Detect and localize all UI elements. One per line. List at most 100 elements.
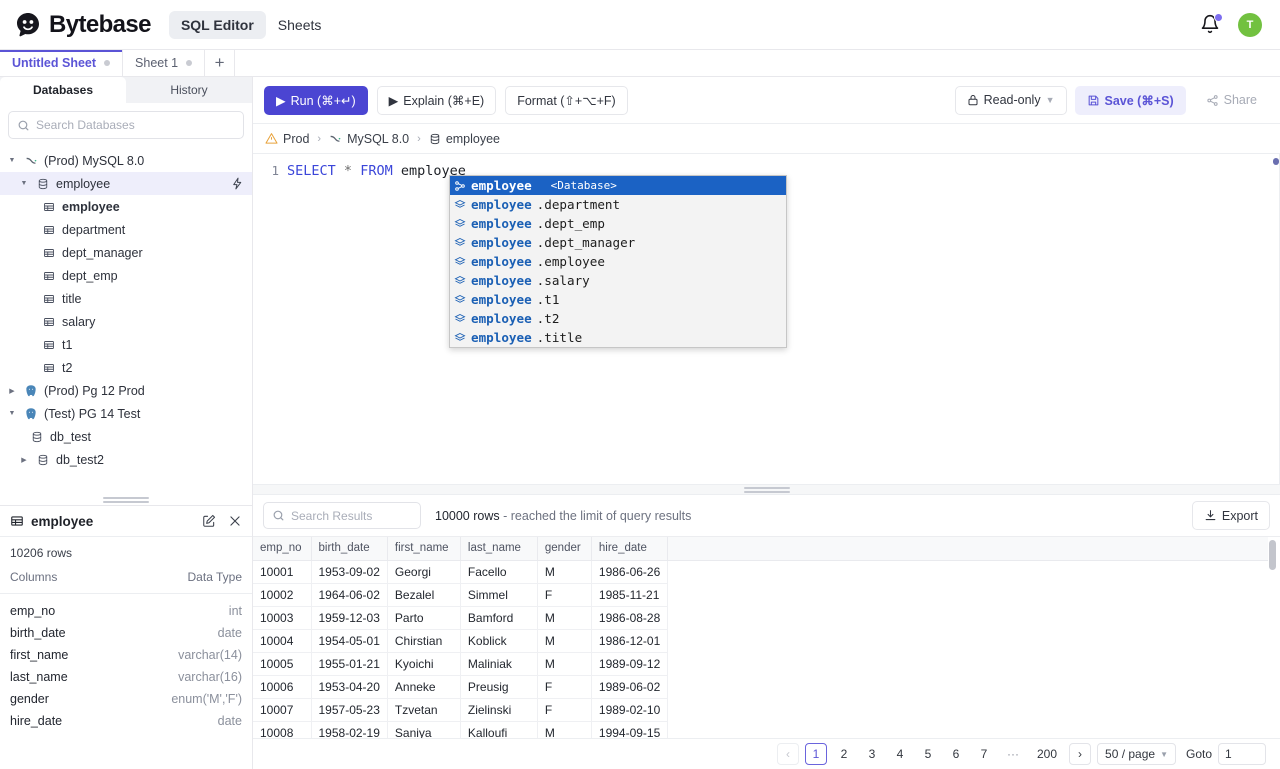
breadcrumb-environment[interactable]: Prod [265, 132, 309, 146]
cell-first-name[interactable]: Georgi [387, 560, 461, 584]
share-button[interactable]: Share [1193, 85, 1269, 115]
search-results-box[interactable] [263, 502, 421, 529]
cell-gender[interactable]: M [537, 721, 592, 738]
cell-hire-date[interactable]: 1986-12-01 [591, 629, 669, 653]
table-row[interactable]: 10004 1954-05-01 Chirstian Koblick M 198… [253, 629, 1268, 653]
tree-item-table-employee[interactable]: employee [0, 195, 252, 218]
chevron-right-icon[interactable]: ▶ [21, 456, 27, 464]
tree-item-prod-pg-12-prod[interactable]: ▶ (Prod) Pg 12 Prod [0, 379, 252, 402]
cell-last-name[interactable]: Koblick [460, 629, 538, 653]
cell-hire-date[interactable]: 1989-09-12 [591, 652, 669, 676]
tree-item-table-salary[interactable]: salary [0, 310, 252, 333]
sidebar-tab-history[interactable]: History [170, 83, 208, 97]
sheet-tab-close-dot[interactable] [186, 60, 193, 66]
table-row[interactable]: 10006 1953-04-20 Anneke Preusig F 1989-0… [253, 675, 1268, 699]
tree-item-table-dept-emp[interactable]: dept_emp [0, 264, 252, 287]
tree-item-table-t2[interactable]: t2 [0, 356, 252, 379]
cell-birth-date[interactable]: 1955-01-21 [311, 652, 388, 676]
table-row[interactable]: 10001 1953-09-02 Georgi Facello M 1986-0… [253, 560, 1268, 584]
search-databases-input[interactable] [36, 118, 235, 132]
cell-emp-no[interactable]: 10003 [253, 606, 312, 630]
cell-emp-no[interactable]: 10001 [253, 560, 312, 584]
cell-last-name[interactable]: Preusig [460, 675, 538, 699]
table-row[interactable]: 10008 1958-02-19 Saniya Kalloufi M 1994-… [253, 721, 1268, 738]
column-header-first-name[interactable]: first_name [387, 537, 461, 561]
results-table-area[interactable]: emp_no birth_date first_name last_name g… [253, 536, 1280, 738]
cell-gender[interactable]: M [537, 652, 592, 676]
cell-gender[interactable]: M [537, 629, 592, 653]
edit-icon[interactable] [202, 514, 216, 528]
tree-item-prod-mysql-80[interactable]: ▼ (Prod) MySQL 8.0 [0, 149, 252, 172]
sheet-tab-close-dot[interactable] [104, 60, 111, 66]
pagination-page-7[interactable]: 7 [980, 747, 988, 761]
autocomplete-item[interactable]: employee .t1 [450, 290, 786, 309]
chevron-right-icon[interactable]: ▶ [9, 387, 15, 395]
cell-gender[interactable]: F [537, 583, 592, 607]
editor-vertical-scrollbar[interactable] [1273, 158, 1279, 165]
table-row[interactable]: 10005 1955-01-21 Kyoichi Maliniak M 1989… [253, 652, 1268, 676]
search-databases-box[interactable] [8, 111, 244, 139]
pagination-page-1[interactable]: 1 [804, 743, 827, 765]
sync-icon[interactable] [231, 177, 244, 190]
avatar[interactable]: T [1238, 12, 1262, 37]
read-only-dropdown[interactable]: Read-only ▼ [954, 85, 1067, 115]
format-button[interactable]: Format (⇧+⌥+F) [505, 85, 628, 115]
table-row[interactable]: 10007 1957-05-23 Tzvetan Zielinski F 198… [253, 698, 1268, 722]
sidebar-vertical-splitter[interactable] [0, 495, 252, 505]
breadcrumb-database[interactable]: employee [429, 132, 500, 146]
cell-hire-date[interactable]: 1985-11-21 [591, 583, 669, 607]
tree-item-table-title[interactable]: title [0, 287, 252, 310]
pagination-last-page[interactable]: 200 [1036, 747, 1058, 761]
cell-gender[interactable]: F [537, 675, 592, 699]
tree-item-test-pg-14-test[interactable]: ▼ (Test) PG 14 Test [0, 402, 252, 425]
pagination-page-2[interactable]: 2 [840, 747, 848, 761]
table-row[interactable]: 10003 1959-12-03 Parto Bamford M 1986-08… [253, 606, 1268, 630]
autocomplete-item[interactable]: employee .t2 [450, 309, 786, 328]
close-icon[interactable] [228, 514, 242, 528]
cell-hire-date[interactable]: 1989-06-02 [591, 675, 669, 699]
column-header-hire-date[interactable]: hire_date [591, 537, 669, 561]
search-results-input[interactable] [291, 508, 412, 523]
pagination-next[interactable]: › [1069, 743, 1092, 765]
autocomplete-item[interactable]: employee .department [450, 195, 786, 214]
pagination-page-3[interactable]: 3 [868, 747, 876, 761]
chevron-down-icon[interactable]: ▼ [8, 410, 16, 417]
cell-emp-no[interactable]: 10004 [253, 629, 312, 653]
cell-first-name[interactable]: Kyoichi [387, 652, 461, 676]
cell-last-name[interactable]: Simmel [460, 583, 538, 607]
cell-gender[interactable]: M [537, 560, 592, 584]
nav-sql-editor[interactable]: SQL Editor [168, 10, 266, 39]
pagination-page-5[interactable]: 5 [924, 747, 932, 761]
cell-last-name[interactable]: Kalloufi [460, 721, 538, 738]
cell-birth-date[interactable]: 1959-12-03 [311, 606, 388, 630]
breadcrumb-instance[interactable]: MySQL 8.0 [329, 132, 409, 146]
cell-emp-no[interactable]: 10005 [253, 652, 312, 676]
pagination-page-4[interactable]: 4 [896, 747, 904, 761]
sheet-tab-sheet-1[interactable]: Sheet 1 [123, 50, 206, 76]
autocomplete-item[interactable]: employee .employee [450, 252, 786, 271]
autocomplete-item[interactable]: employee .title [450, 328, 786, 347]
cell-birth-date[interactable]: 1953-04-20 [311, 675, 388, 699]
autocomplete-item[interactable]: employee <Database> [450, 176, 786, 195]
cell-birth-date[interactable]: 1954-05-01 [311, 629, 388, 653]
cell-first-name[interactable]: Saniya [387, 721, 461, 738]
save-button[interactable]: Save (⌘+S) [1074, 85, 1186, 115]
chevron-down-icon[interactable]: ▼ [20, 180, 28, 187]
column-header-last-name[interactable]: last_name [460, 537, 538, 561]
column-header-birth-date[interactable]: birth_date [311, 537, 388, 561]
tree-item-db-test[interactable]: db_test [0, 425, 252, 448]
autocomplete-item[interactable]: employee .dept_emp [450, 214, 786, 233]
cell-first-name[interactable]: Tzvetan [387, 698, 461, 722]
tree-item-employee-database[interactable]: ▼ employee [0, 172, 252, 195]
cell-hire-date[interactable]: 1989-02-10 [591, 698, 669, 722]
tree-item-db-test2[interactable]: ▶ db_test2 [0, 448, 252, 471]
cell-first-name[interactable]: Bezalel [387, 583, 461, 607]
cell-first-name[interactable]: Chirstian [387, 629, 461, 653]
sidebar-tab-databases[interactable]: Databases [0, 77, 126, 103]
tree-item-table-department[interactable]: department [0, 218, 252, 241]
column-header-gender[interactable]: gender [537, 537, 592, 561]
tree-item-table-t1[interactable]: t1 [0, 333, 252, 356]
results-vertical-scrollbar[interactable] [1269, 540, 1276, 570]
brand-logo[interactable]: Bytebase [14, 11, 152, 39]
cell-gender[interactable]: M [537, 606, 592, 630]
